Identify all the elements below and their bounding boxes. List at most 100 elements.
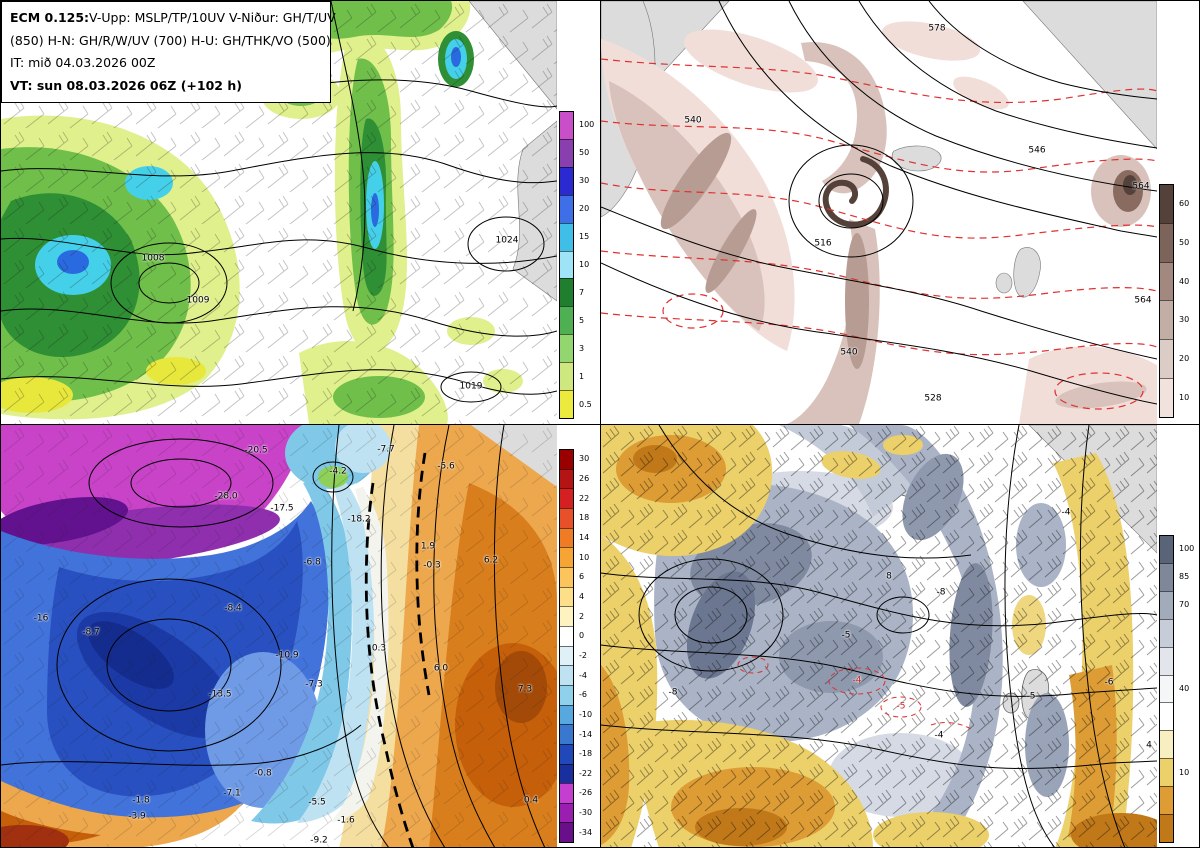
colorbar-cell: -34 (560, 822, 592, 843)
colorbar-label: 100 (1179, 544, 1195, 554)
colorbar-cell: 6 (560, 566, 584, 587)
colorbar-label: 100 (579, 120, 595, 130)
colorbar-label: 14 (579, 532, 590, 542)
colorbar-cell: 3 (560, 334, 584, 363)
colorbar-cell: 5 (560, 306, 584, 335)
geopotential-layer (1, 425, 546, 847)
colorbar-cell: -18 (560, 743, 592, 764)
colorbar-label: -26 (579, 788, 593, 798)
colorbar-label: -6 (579, 690, 587, 700)
colorbar-label: 10 (579, 259, 590, 269)
colorbar-label: 15 (579, 232, 590, 242)
colorbar-cell (1160, 646, 1173, 675)
colorbar-cell: 10 (560, 250, 589, 279)
colorbar-cell: 2 (560, 606, 584, 626)
colorbar-cell (1160, 730, 1173, 759)
colorbar-cell: 1 (560, 362, 584, 391)
colorbar-cell: 14 (560, 527, 589, 548)
geopotential-layer (601, 1, 1157, 405)
header-line-init-time: IT: mið 04.03.2026 00Z (10, 55, 156, 70)
colorbar-label: -34 (579, 827, 593, 837)
vorticity-layer (601, 21, 1157, 424)
colorbar-label: -10 (579, 709, 593, 719)
colorbar-cell: 4 (560, 586, 584, 607)
windbarb-layer (601, 425, 1157, 847)
colorbar-precip: 100 50 30 20 15 10 7 5 3 1 0.5 (559, 111, 594, 419)
isobar-layer (1, 1, 557, 403)
colorbar-cell: 0 (560, 625, 584, 646)
colorbar-cell: 100 (1160, 536, 1194, 563)
colorbar-label: -30 (579, 808, 593, 818)
geopotential-layer (601, 425, 1157, 847)
colorbar-cell: 70 (1160, 590, 1189, 619)
map-700hpa (601, 425, 1157, 847)
colorbar-cell: 7 (560, 278, 584, 307)
colorbar-cell: 30 (1160, 300, 1189, 340)
colorbar-label: 40 (1179, 276, 1190, 286)
colorbar-label: -18 (579, 749, 593, 759)
colorbar-cell: 30 (560, 166, 589, 195)
map-500hpa (601, 1, 1157, 424)
colorbar-cell: 18 (560, 507, 589, 528)
colorbar-humidity: 100 85 70 40 10 (1159, 535, 1194, 843)
colorbar-label: 50 (579, 148, 590, 158)
colorbar-cell: 100 (560, 112, 594, 139)
colorbar-label: 4 (579, 591, 585, 601)
forecast-header-box: ECM 0.125:V-Upp: MSLP/TP/10UV V-Niður: G… (1, 1, 336, 103)
colorbar-label: 20 (579, 204, 590, 214)
colorbar-label: 7 (579, 287, 585, 297)
panel-850hpa-temp: -20.5 -7.7 -4.2 -5.6 -28.0 -17.5 -18.2 -6.8 1.9-… (1, 425, 601, 847)
colorbar-cell: 10 (1160, 378, 1189, 417)
colorbar-cell: 20 (560, 194, 589, 223)
colorbar-cell: 26 (560, 468, 589, 489)
colorbar-cell: 10 (1160, 758, 1189, 787)
vertical-motion-layer (737, 656, 974, 731)
colorbar-cell (1160, 786, 1173, 815)
colorbar-cell: -4 (560, 665, 587, 685)
colorbar-cell: 15 (560, 222, 589, 251)
colorbar-label: 10 (1179, 767, 1190, 777)
colorbar-cell: 20 (1160, 339, 1189, 379)
colorbar-label: 40 (1179, 683, 1190, 693)
colorbar-label: 0 (579, 631, 585, 641)
colorbar-cell: -10 (560, 704, 592, 725)
colorbar-label: 3 (579, 343, 585, 353)
colorbar-cell: 40 (1160, 674, 1189, 703)
header-line-products-upper: ECM 0.125:V-Upp: MSLP/TP/10UV V-Niður: G… (10, 7, 336, 30)
colorbar-label: -14 (579, 729, 593, 739)
panel-500hpa: 578 546 516 540 540 528 564 564 60 50 40 30 20 10 (601, 1, 1199, 425)
colorbar-cell: 40 (1160, 261, 1189, 301)
header-line-products-lower: (850) H-N: GH/R/W/UV (700) H-U: GH/THK/V… (10, 32, 331, 48)
colorbar-cell: -14 (560, 724, 592, 744)
colorbar-label: 10 (579, 552, 590, 562)
colorbar-cell: 10 (560, 547, 589, 567)
colorbar-label: 26 (579, 473, 590, 483)
colorbar-label: 5 (579, 315, 585, 325)
colorbar-label: 18 (579, 513, 590, 523)
colorbar-label: 30 (1179, 315, 1190, 325)
model-name: ECM 0.125: (10, 10, 90, 25)
panel-700hpa: -4 8 -8 -5 -8 -4 -5 4 -6 -4 -5 100 85 70 40 10 (601, 425, 1199, 847)
colorbar-label: 70 (1179, 600, 1190, 610)
products-upper: V-Upp: MSLP/TP/10UV V-Niður: GH/T/UV (89, 10, 336, 25)
colorbar-cell: -2 (560, 645, 587, 666)
colorbar-cell: 30 (560, 450, 589, 469)
colorbar-cell: 60 (1160, 185, 1189, 223)
colorbar-label: 50 (1179, 237, 1190, 247)
colorbar-cell: 50 (560, 138, 589, 167)
colorbar-label: -22 (579, 768, 593, 778)
colorbar-label: 20 (1179, 354, 1190, 364)
colorbar-label: -2 (579, 650, 587, 660)
colorbar-cell: 85 (1160, 562, 1189, 591)
colorbar-label: 60 (1179, 198, 1190, 208)
windbarb-layer (1, 425, 557, 847)
colorbar-label: 22 (579, 493, 590, 503)
colorbar-cell: 22 (560, 488, 589, 508)
colorbar-vorticity: 60 50 40 30 20 10 (1159, 184, 1189, 418)
map-850hpa-temp (1, 425, 557, 847)
colorbar-label: 30 (579, 454, 590, 464)
colorbar-cell: -6 (560, 684, 587, 705)
colorbar-label: 1 (579, 371, 585, 381)
colorbar-label: 85 (1179, 572, 1190, 582)
